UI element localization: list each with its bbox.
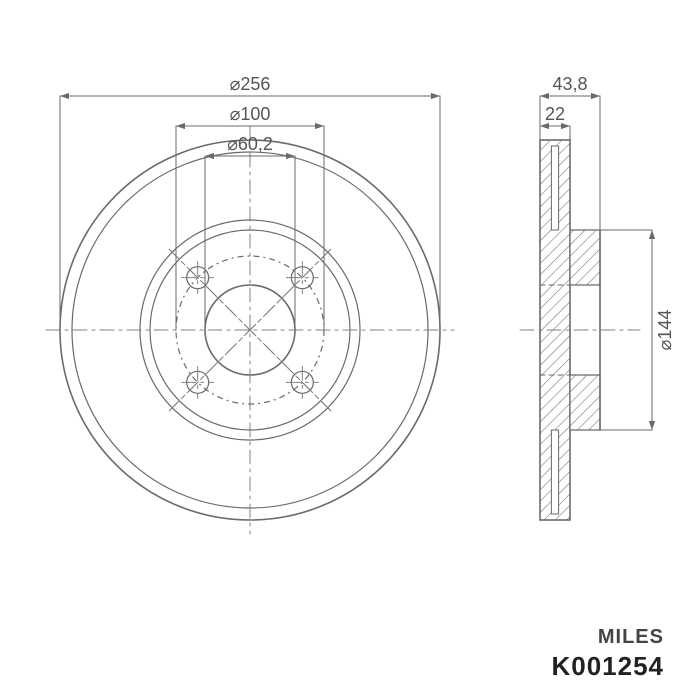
svg-text:22: 22 — [545, 104, 565, 124]
brand-label: MILES — [551, 626, 664, 649]
front-view: ⌀256 ⌀100 ⌀60,2 — [46, 74, 454, 534]
svg-text:⌀100: ⌀100 — [230, 104, 271, 124]
side-section-view: 43,8 22 ⌀144 — [520, 74, 675, 520]
svg-text:⌀144: ⌀144 — [655, 310, 675, 351]
svg-text:⌀256: ⌀256 — [230, 74, 271, 94]
svg-text:43,8: 43,8 — [552, 74, 587, 94]
svg-text:⌀60,2: ⌀60,2 — [227, 134, 273, 154]
footer: MILES K001254 — [551, 626, 664, 682]
part-number: K001254 — [551, 651, 664, 682]
